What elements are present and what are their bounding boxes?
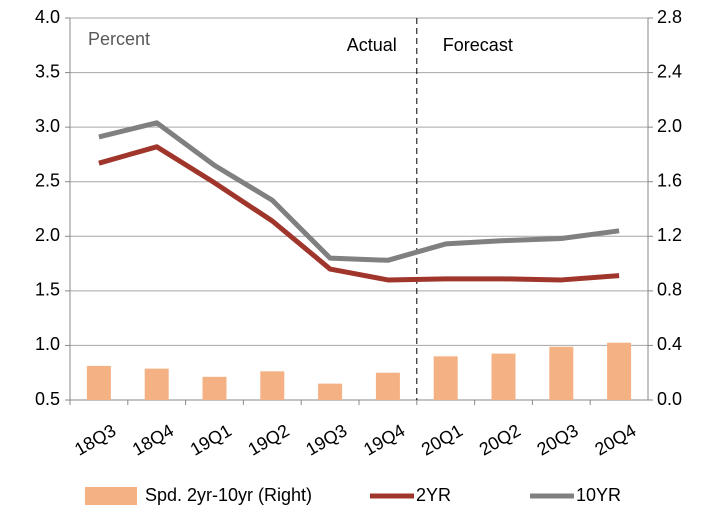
y-tick-label: 2.0 xyxy=(35,225,60,245)
y-tick-label: 3.0 xyxy=(35,116,60,136)
x-tick-label: 20Q2 xyxy=(476,420,524,459)
y2-tick-label: 1.2 xyxy=(657,225,682,245)
y-tick-label: 1.5 xyxy=(35,280,60,300)
legend-label: Spd. 2yr-10yr (Right) xyxy=(145,485,312,505)
bar xyxy=(433,356,458,400)
x-tick-label: 19Q3 xyxy=(302,420,350,459)
line xyxy=(98,120,620,263)
legend-swatch xyxy=(85,487,137,505)
x-tick-label: 19Q4 xyxy=(360,420,408,459)
x-tick-label: 18Q4 xyxy=(129,420,177,459)
y-tick-label: 3.5 xyxy=(35,61,60,81)
y2-tick-label: 2.0 xyxy=(657,116,682,136)
y-tick-label: 4.0 xyxy=(35,7,60,27)
y-tick-label: 1.0 xyxy=(35,334,60,354)
bar xyxy=(375,372,400,400)
bar xyxy=(549,346,574,400)
y2-tick-label: 0.8 xyxy=(657,280,682,300)
y2-tick-label: 0.4 xyxy=(657,334,682,354)
y-tick-label: 2.5 xyxy=(35,170,60,190)
bar xyxy=(318,383,343,400)
annotation: Percent xyxy=(88,29,150,49)
annotation: Forecast xyxy=(443,35,513,55)
bar xyxy=(144,368,169,400)
y2-tick-label: 1.6 xyxy=(657,170,682,190)
annotation: Actual xyxy=(347,35,397,55)
x-tick-label: 20Q3 xyxy=(534,420,582,459)
bar xyxy=(491,353,516,400)
bar xyxy=(260,371,285,400)
bar xyxy=(86,365,111,400)
legend-label: 2YR xyxy=(416,485,451,505)
legend-label: 10YR xyxy=(576,485,621,505)
bar xyxy=(202,376,227,400)
x-tick-label: 19Q1 xyxy=(187,420,235,459)
y2-tick-label: 0.0 xyxy=(657,389,682,409)
bar xyxy=(607,342,632,400)
x-tick-label: 19Q2 xyxy=(245,420,293,459)
x-tick-label: 20Q1 xyxy=(418,420,466,459)
x-tick-label: 20Q4 xyxy=(591,420,639,459)
line xyxy=(98,144,620,283)
x-tick-label: 18Q3 xyxy=(71,420,119,459)
y2-tick-label: 2.4 xyxy=(657,61,682,81)
y2-tick-label: 2.8 xyxy=(657,7,682,27)
y-tick-label: 0.5 xyxy=(35,389,60,409)
